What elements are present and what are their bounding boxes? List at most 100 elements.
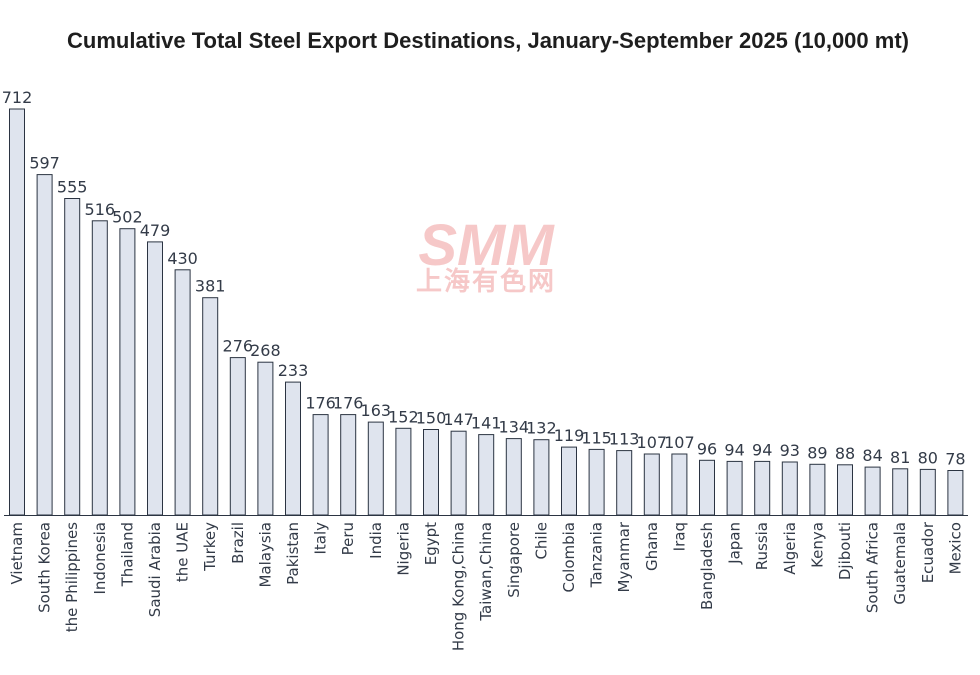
bars-group: [9, 108, 964, 516]
x-tick-label: Ghana: [643, 522, 661, 571]
value-label: 152: [388, 407, 419, 426]
bar-tanzania: [588, 448, 605, 516]
x-tick-label: Iraq: [670, 522, 688, 551]
value-label: 597: [29, 154, 60, 173]
x-tick-label: Turkey: [201, 522, 219, 572]
x-tick-label: Guatemala: [891, 522, 909, 605]
value-label: 381: [195, 277, 226, 296]
bar-colombia: [561, 446, 577, 516]
value-label: 430: [167, 249, 198, 268]
value-label: 113: [609, 430, 640, 449]
bar-algeria: [781, 461, 798, 516]
bar-vietnam: [9, 108, 25, 516]
x-tick-label: Tanzania: [588, 522, 606, 588]
value-label: 115: [581, 428, 612, 447]
x-tick-label: the Philippines: [63, 522, 81, 632]
x-tick-label: Hong Kong,China: [450, 522, 468, 651]
value-labels-group: 7125975555165024794303812762682331761761…: [2, 88, 966, 469]
value-label: 150: [416, 409, 447, 428]
x-tick-label: Egypt: [422, 522, 440, 565]
bar-djibouti: [837, 464, 853, 516]
x-tick-label: Japan: [726, 522, 744, 565]
x-tick-label: Russia: [753, 522, 771, 570]
bar-hong-kong-china: [450, 430, 467, 516]
bar-malaysia: [257, 361, 274, 516]
value-label: 107: [664, 433, 695, 452]
watermark-subtitle: 上海有色网: [416, 266, 556, 297]
chart-title: Cumulative Total Steel Export Destinatio…: [67, 28, 909, 53]
bar-italy: [312, 414, 329, 516]
x-tick-label: Saudi Arabia: [146, 522, 164, 617]
bar-brazil: [229, 357, 246, 516]
value-label: 88: [835, 444, 855, 463]
value-label: 93: [780, 441, 800, 460]
watermark: SMM 上海有色网: [416, 213, 556, 297]
bar-saudi-arabia: [147, 241, 163, 516]
bar-south-africa: [864, 466, 881, 516]
x-tick-label: Italy: [312, 522, 330, 555]
bar-myanmar: [616, 450, 633, 516]
x-tick-label: South Africa: [864, 522, 882, 613]
value-label: 81: [890, 448, 910, 467]
x-tick-label: Malaysia: [256, 522, 274, 588]
value-label: 479: [140, 221, 171, 240]
x-tick-labels-group: Vietnam South Korea the Philippines Indones…: [8, 521, 964, 651]
bar-guatemala: [892, 468, 909, 516]
bar-kenya: [809, 463, 826, 516]
value-label: 132: [526, 419, 557, 438]
bar-the-philippines: [64, 198, 81, 516]
x-tick-label: Indonesia: [91, 522, 109, 595]
x-tick-label: Taiwan,China: [477, 522, 495, 622]
value-label: 78: [945, 450, 965, 469]
x-tick-label: Bangladesh: [698, 522, 716, 610]
value-label: 141: [471, 414, 502, 433]
bar-turkey: [202, 297, 219, 516]
bar-south-korea: [36, 174, 53, 516]
value-label: 176: [305, 394, 336, 413]
value-label: 94: [724, 440, 744, 459]
watermark-logo: SMM: [418, 213, 555, 278]
value-label: 276: [223, 337, 254, 356]
x-tick-label: Singapore: [505, 522, 523, 598]
bar-the-uae: [174, 269, 191, 516]
bar-peru: [340, 414, 357, 516]
x-tick-label: Vietnam: [8, 522, 26, 585]
bar-mexico: [947, 470, 964, 516]
bar-japan: [726, 460, 743, 516]
x-tick-label: Kenya: [808, 522, 826, 568]
x-tick-label: Myanmar: [615, 521, 633, 592]
bar-pakistan: [285, 381, 301, 516]
value-label: 555: [57, 178, 88, 197]
value-label: 96: [697, 439, 717, 458]
x-tick-label: Peru: [339, 522, 357, 555]
x-tick-label: Mexico: [946, 522, 964, 574]
value-label: 163: [361, 401, 392, 420]
bar-egypt: [423, 429, 439, 516]
x-tick-label: India: [367, 522, 385, 559]
value-label: 84: [862, 446, 882, 465]
bar-chile: [533, 439, 550, 516]
value-label: 89: [807, 443, 827, 462]
x-tick-label: South Korea: [36, 522, 54, 613]
x-tick-label: Colombia: [560, 522, 578, 593]
value-label: 516: [85, 200, 116, 219]
x-tick-label: Djibouti: [836, 522, 854, 580]
value-label: 268: [250, 341, 281, 360]
value-label: 176: [333, 394, 364, 413]
bar-thailand: [119, 228, 136, 516]
bar-ecuador: [919, 468, 936, 516]
x-tick-label: the UAE: [174, 522, 192, 582]
x-tick-label: Chile: [532, 522, 550, 560]
value-label: 233: [278, 361, 309, 380]
x-tick-label: Algeria: [781, 522, 799, 575]
bar-taiwan-china: [478, 434, 495, 516]
bar-iraq: [671, 453, 688, 516]
bar-bangladesh: [699, 459, 715, 516]
value-label: 134: [499, 418, 530, 437]
bar-indonesia: [91, 220, 108, 516]
value-label: 712: [2, 88, 33, 107]
bar-russia: [754, 460, 771, 516]
value-label: 502: [112, 208, 143, 227]
x-tick-label: Ecuador: [919, 521, 937, 583]
